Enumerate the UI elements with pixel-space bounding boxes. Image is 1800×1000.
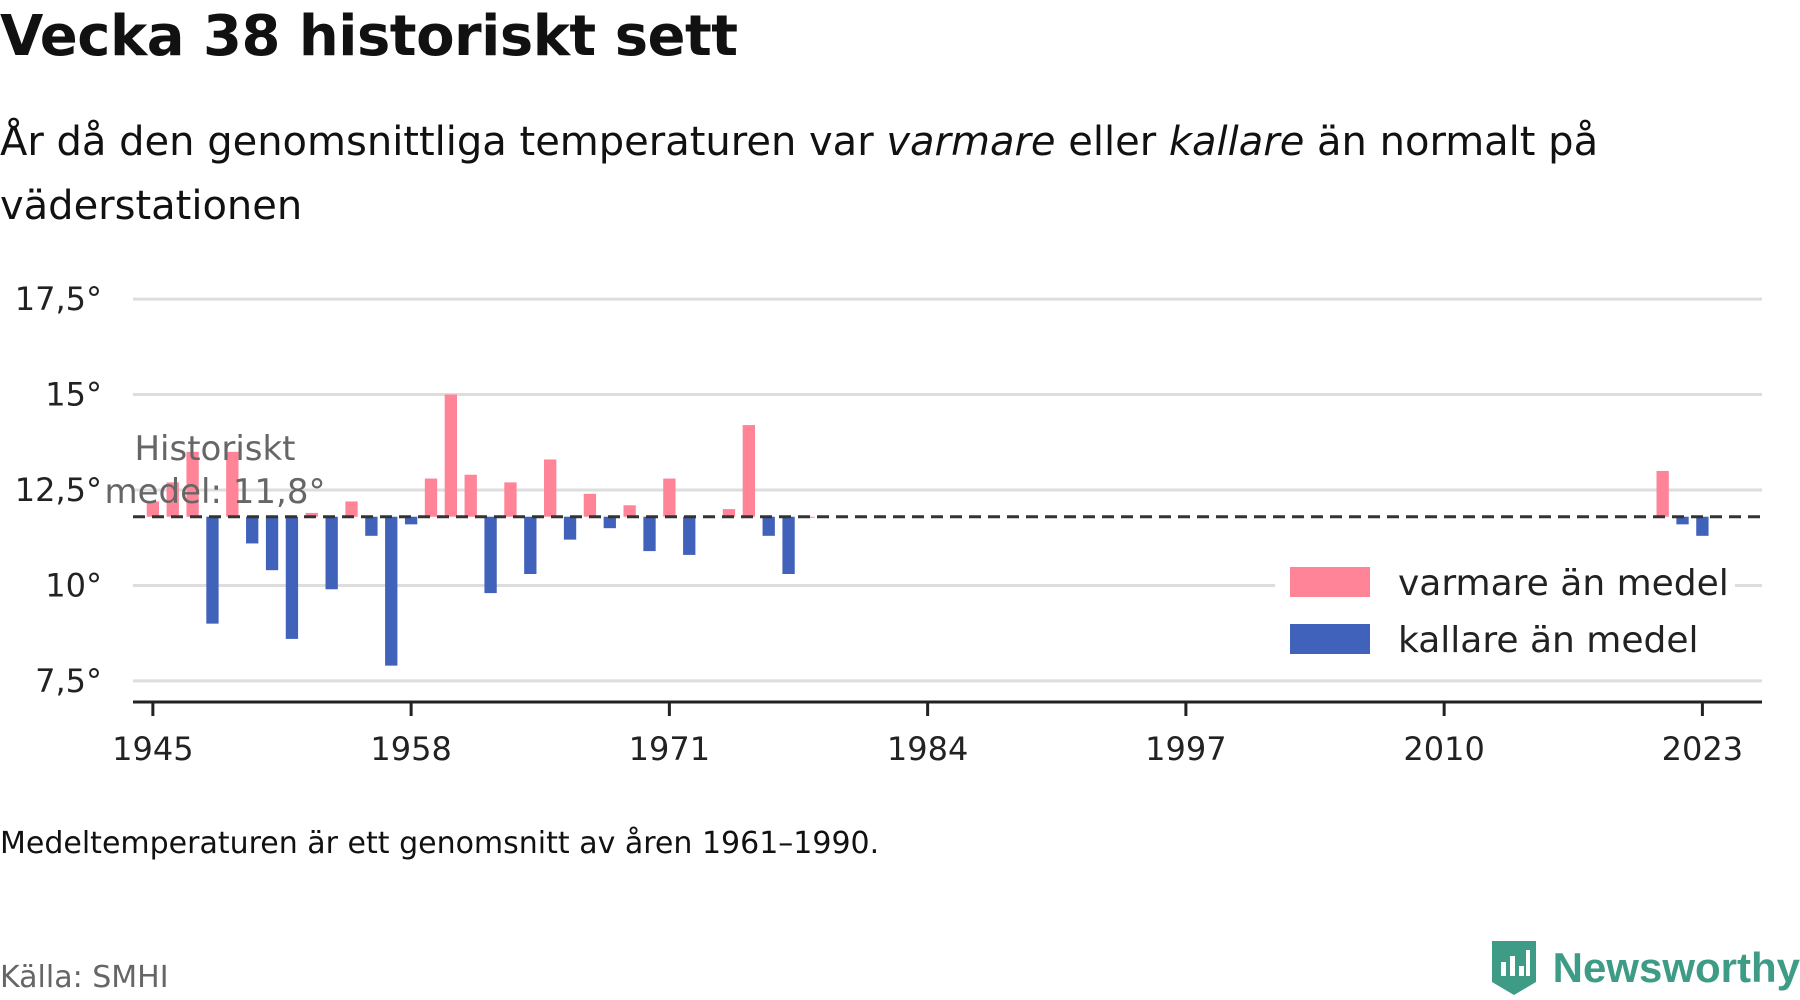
bar-cold bbox=[325, 516, 338, 590]
bar-cold bbox=[285, 516, 299, 639]
bar-cold bbox=[206, 516, 219, 624]
source-credit: Källa: SMHI bbox=[0, 960, 169, 995]
bar-warm bbox=[504, 482, 517, 517]
bar-cold bbox=[683, 516, 696, 555]
bar-cold bbox=[603, 516, 616, 529]
bar-cold bbox=[385, 516, 398, 666]
legend-swatch-cold bbox=[1290, 624, 1370, 654]
bar-warm bbox=[464, 474, 477, 517]
legend-label-warm: varmare än medel bbox=[1398, 563, 1729, 604]
bar-warm bbox=[146, 501, 160, 517]
bar-warm bbox=[444, 394, 458, 517]
y-tick-label: 12,5° bbox=[15, 471, 102, 509]
bar-warm bbox=[305, 512, 318, 517]
subtitle-text-2: eller bbox=[1055, 119, 1169, 165]
reference-label-line2: medel: 11,8° bbox=[105, 472, 326, 512]
bar-cold bbox=[524, 516, 537, 574]
subtitle-text-1: År då den genomsnittliga temperaturen va… bbox=[0, 119, 887, 165]
subtitle-emphasis-colder: kallare bbox=[1168, 119, 1305, 165]
bar-warm bbox=[424, 478, 438, 517]
bar-warm bbox=[345, 501, 358, 517]
bar-warm bbox=[166, 482, 179, 517]
bar-cold bbox=[365, 516, 378, 536]
bars bbox=[146, 394, 1709, 666]
chart-footnote: Medeltemperaturen är ett genomsnitt av å… bbox=[0, 826, 880, 861]
bar-cold bbox=[563, 516, 577, 540]
bar-cold bbox=[246, 516, 259, 544]
y-axis-ticks: 7,5° 10° 12,5° 15° 17,5° bbox=[15, 280, 102, 700]
bar-cold bbox=[265, 516, 279, 571]
bar-cold bbox=[1696, 516, 1709, 536]
bar-warm bbox=[583, 493, 597, 517]
y-tick-label: 7,5° bbox=[35, 662, 102, 700]
bar-warm bbox=[663, 478, 676, 517]
y-tick-label: 10° bbox=[45, 566, 102, 604]
x-tick-label: 2023 bbox=[1662, 730, 1743, 768]
x-tick-label: 2010 bbox=[1403, 730, 1484, 768]
bar-warm bbox=[226, 451, 239, 517]
y-tick-label: 17,5° bbox=[15, 280, 102, 318]
subtitle-emphasis-warmer: varmare bbox=[886, 119, 1056, 165]
bar-cold bbox=[484, 516, 497, 594]
brand-name: Newsworthy bbox=[1552, 944, 1800, 991]
bar-cold bbox=[643, 516, 656, 552]
bar-warm bbox=[544, 459, 557, 517]
bar-cold bbox=[782, 516, 795, 574]
legend-swatch-warm bbox=[1290, 567, 1370, 597]
x-axis-ticks: 1945 1958 1971 1984 1997 2010 2023 bbox=[112, 702, 1743, 768]
x-tick-label: 1958 bbox=[370, 730, 451, 768]
reference-label-line1: Historiskt bbox=[134, 429, 295, 469]
x-tick-label: 1984 bbox=[887, 730, 968, 768]
newsworthy-logo-icon bbox=[1491, 941, 1536, 995]
bar-cold bbox=[762, 516, 775, 536]
y-tick-label: 15° bbox=[45, 376, 102, 414]
legend-label-cold: kallare än medel bbox=[1398, 620, 1698, 661]
chart-subtitle: År då den genomsnittliga temperaturen va… bbox=[0, 110, 1720, 238]
temperature-bar-chart: Historiskt medel: 11,8° 7,5° 10° 12,5° 15° 1… bbox=[15, 280, 1762, 768]
legend: varmare än medel kallare än medel bbox=[1275, 552, 1735, 678]
chart-title: Vecka 38 historiskt sett bbox=[0, 4, 738, 69]
bar-cold bbox=[1676, 516, 1689, 525]
x-tick-label: 1971 bbox=[629, 730, 710, 768]
subtitle-text-3: än normalt på väderstationen bbox=[0, 119, 1599, 229]
bar-warm bbox=[186, 451, 199, 517]
bar-warm bbox=[722, 509, 736, 517]
x-tick-label: 1945 bbox=[112, 730, 193, 768]
bar-warm bbox=[742, 425, 755, 517]
bar-warm bbox=[1656, 470, 1669, 517]
x-tick-label: 1997 bbox=[1145, 730, 1226, 768]
brand-logo: Newsworthy bbox=[1489, 938, 1800, 998]
bar-cold bbox=[404, 516, 418, 525]
bar-warm bbox=[623, 505, 636, 517]
